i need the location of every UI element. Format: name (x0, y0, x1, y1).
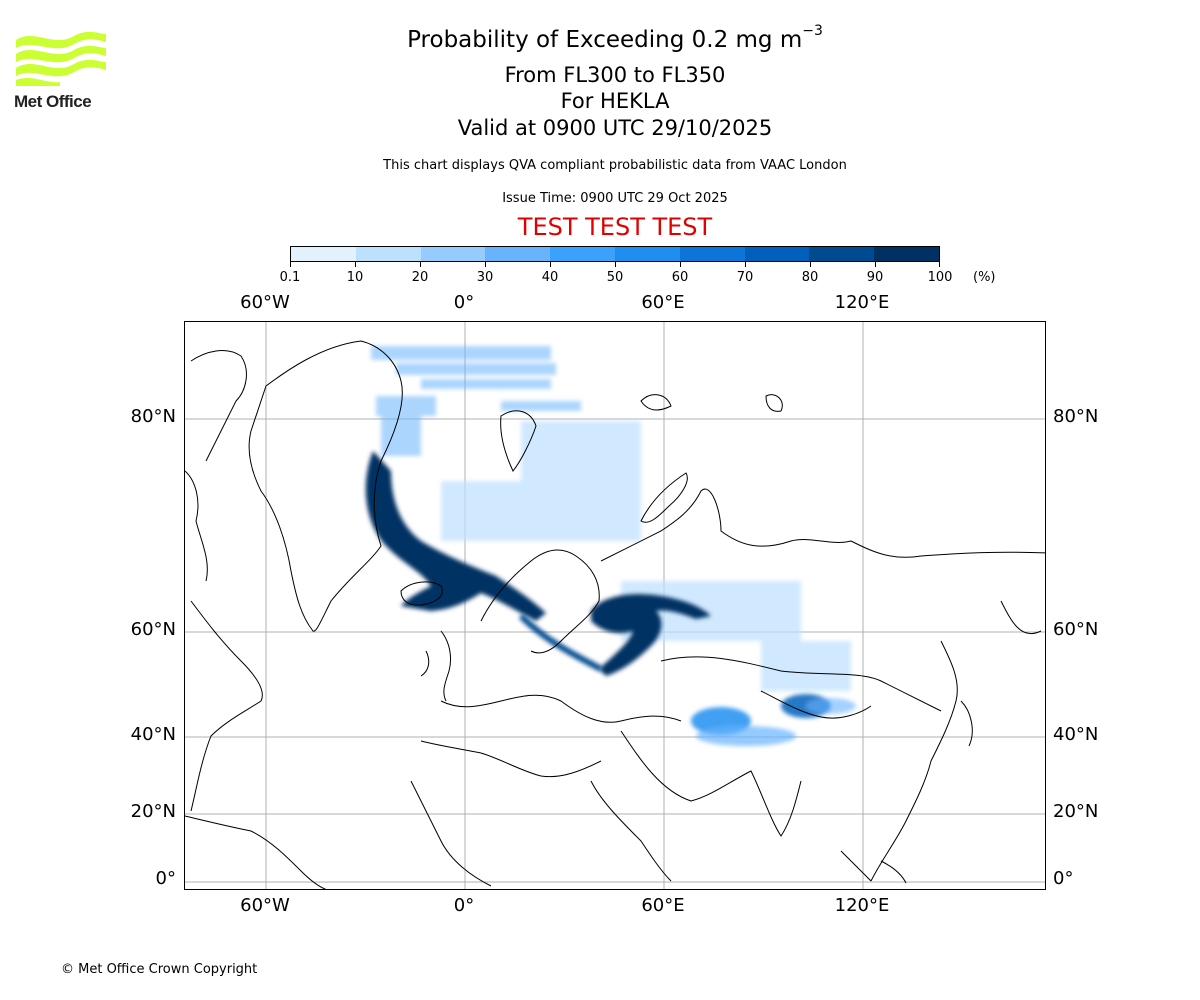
colorbar-tick (745, 262, 746, 267)
colorbar-bin (614, 247, 680, 261)
lon-label-top: 120°E (834, 292, 890, 313)
colorbar-label: 40 (541, 270, 559, 285)
colorbar-tick (355, 262, 356, 267)
colorbar-bin (809, 247, 875, 261)
colorbar-bin (355, 247, 421, 261)
lat-label-left: 80°N (130, 406, 176, 427)
volcano-name: For HEKLA (560, 89, 670, 113)
met-office-wave-icon (16, 31, 106, 86)
colorbar-label: 30 (476, 270, 494, 285)
colorbar-bin (744, 247, 810, 261)
lat-label-right: 20°N (1053, 801, 1099, 822)
ash-probability-field (365, 346, 856, 746)
lon-label-bottom: 60°E (641, 895, 685, 916)
colorbar-tick (550, 262, 551, 267)
chart-title-superscript: −3 (802, 23, 823, 39)
lat-label-right: 0° (1053, 868, 1074, 889)
colorbar-label: 0.1 (279, 270, 301, 285)
colorbar-label: 80 (801, 270, 819, 285)
lat-label-right: 40°N (1053, 724, 1099, 745)
issue-time: Issue Time: 0900 UTC 29 Oct 2025 (502, 191, 728, 206)
colorbar-tick (615, 262, 616, 267)
colorbar-bin (420, 247, 486, 261)
flight-level-range: From FL300 to FL350 (504, 63, 726, 87)
lat-label-left: 60°N (130, 619, 176, 640)
colorbar-bin (874, 247, 939, 261)
lon-label-top: 0° (453, 292, 475, 313)
lat-label-left: 40°N (130, 724, 176, 745)
chart-title: Probability of Exceeding 0.2 mg m−3 (0, 23, 1200, 53)
colorbar-label: 10 (346, 270, 364, 285)
colorbar-tick (290, 262, 291, 267)
lon-label-top: 60°W (240, 292, 290, 313)
logo-text: Met Office (14, 92, 92, 111)
coastlines (185, 340, 1045, 889)
met-office-logo: Met Office (14, 30, 108, 112)
colorbar-label: 100 (927, 270, 953, 285)
colorbar-tick (810, 262, 811, 267)
colorbar-tick (680, 262, 681, 267)
lat-label-right: 80°N (1053, 406, 1099, 427)
chart-title-text: Probability of Exceeding 0.2 mg m (407, 27, 803, 53)
colorbar-tick (420, 262, 421, 267)
test-banner: TEST TEST TEST (517, 213, 713, 241)
colorbar (290, 246, 940, 262)
lon-label-bottom: 120°E (834, 895, 890, 916)
gridlines (185, 322, 1045, 889)
map-panel[interactable] (184, 321, 1046, 890)
colorbar-label: 50 (606, 270, 624, 285)
valid-time: Valid at 0900 UTC 29/10/2025 (457, 116, 773, 140)
colorbar-unit: (%) (973, 270, 996, 285)
colorbar-label: 90 (866, 270, 884, 285)
lon-label-bottom: 60°W (240, 895, 290, 916)
lon-label-top: 60°E (641, 292, 685, 313)
colorbar-bin (291, 247, 356, 261)
colorbar-tick (485, 262, 486, 267)
colorbar-bin (679, 247, 745, 261)
compliance-note: This chart displays QVA compliant probab… (383, 158, 847, 173)
lat-label-left: 0° (155, 868, 176, 889)
colorbar-bin (485, 247, 551, 261)
colorbar-tick (875, 262, 876, 267)
colorbar-tick (939, 262, 940, 267)
colorbar-label: 70 (736, 270, 754, 285)
lon-label-bottom: 0° (453, 895, 475, 916)
colorbar-bin (550, 247, 615, 261)
copyright-notice: © Met Office Crown Copyright (61, 962, 258, 977)
colorbar-label: 20 (411, 270, 429, 285)
map-canvas (185, 322, 1045, 889)
lat-label-right: 60°N (1053, 619, 1099, 640)
lat-label-left: 20°N (130, 801, 176, 822)
colorbar-label: 60 (671, 270, 689, 285)
